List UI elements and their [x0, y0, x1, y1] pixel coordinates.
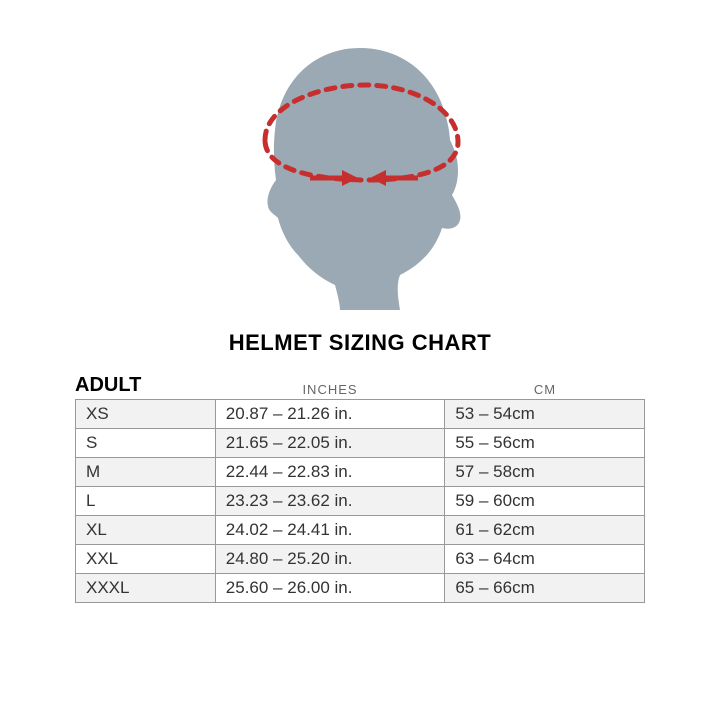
cell-inches: 21.65 – 22.05 in. — [215, 429, 445, 458]
cell-size: XXL — [76, 545, 216, 574]
sizing-chart-container: HELMET SIZING CHART ADULT INCHES CM XS20… — [75, 30, 645, 603]
cell-cm: 55 – 56cm — [445, 429, 645, 458]
table-row: XS20.87 – 21.26 in.53 – 54cm — [76, 400, 645, 429]
head-icon — [220, 30, 500, 310]
cell-cm: 65 – 66cm — [445, 574, 645, 603]
column-header-cm: CM — [445, 382, 645, 397]
cell-size: M — [76, 458, 216, 487]
cell-size: XXXL — [76, 574, 216, 603]
header-row: ADULT INCHES CM — [75, 374, 645, 397]
cell-size: XL — [76, 516, 216, 545]
chart-title: HELMET SIZING CHART — [75, 330, 645, 356]
cell-inches: 22.44 – 22.83 in. — [215, 458, 445, 487]
cell-cm: 61 – 62cm — [445, 516, 645, 545]
cell-inches: 25.60 – 26.00 in. — [215, 574, 445, 603]
column-header-inches: INCHES — [215, 382, 445, 397]
cell-cm: 63 – 64cm — [445, 545, 645, 574]
cell-size: XS — [76, 400, 216, 429]
section-label: ADULT — [75, 374, 215, 397]
sizing-table: XS20.87 – 21.26 in.53 – 54cmS21.65 – 22.… — [75, 399, 645, 603]
table-row: XL24.02 – 24.41 in.61 – 62cm — [76, 516, 645, 545]
cell-inches: 24.80 – 25.20 in. — [215, 545, 445, 574]
cell-inches: 24.02 – 24.41 in. — [215, 516, 445, 545]
cell-inches: 23.23 – 23.62 in. — [215, 487, 445, 516]
cell-cm: 53 – 54cm — [445, 400, 645, 429]
head-measurement-graphic — [75, 30, 645, 310]
table-row: XXL24.80 – 25.20 in.63 – 64cm — [76, 545, 645, 574]
table-row: M22.44 – 22.83 in.57 – 58cm — [76, 458, 645, 487]
cell-inches: 20.87 – 21.26 in. — [215, 400, 445, 429]
cell-size: S — [76, 429, 216, 458]
cell-cm: 59 – 60cm — [445, 487, 645, 516]
table-row: L23.23 – 23.62 in.59 – 60cm — [76, 487, 645, 516]
table-row: S21.65 – 22.05 in.55 – 56cm — [76, 429, 645, 458]
table-row: XXXL25.60 – 26.00 in.65 – 66cm — [76, 574, 645, 603]
cell-cm: 57 – 58cm — [445, 458, 645, 487]
cell-size: L — [76, 487, 216, 516]
